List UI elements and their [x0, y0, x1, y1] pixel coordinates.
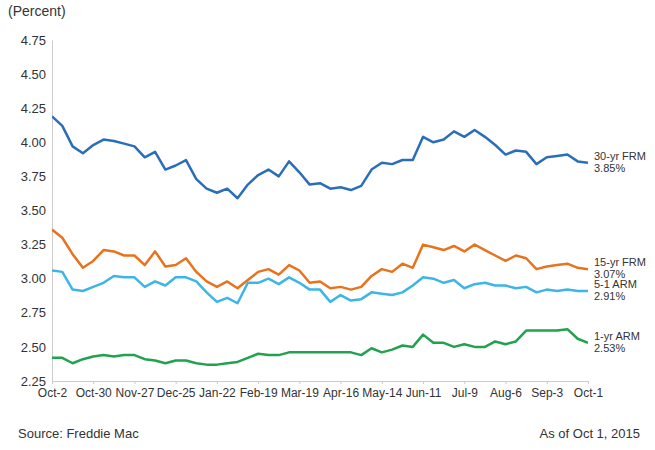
x-tick-label: Apr-16 [323, 386, 359, 400]
x-tick: Oct-2 [38, 381, 68, 400]
as-of: As of Oct 1, 2015 [540, 426, 640, 441]
x-tick: Feb-19 [240, 381, 278, 400]
y-tick: 2.75 [21, 305, 52, 320]
y-tick-label: 4.00 [21, 135, 46, 150]
y-tick-label: 2.75 [21, 305, 46, 320]
x-tick-label: Feb-19 [240, 386, 278, 400]
x-tick: Apr-16 [323, 381, 359, 400]
x-tick-mark [217, 381, 218, 384]
x-tick-label: Oct-1 [574, 386, 604, 400]
x-tick-mark [506, 381, 507, 384]
y-tick: 4.75 [21, 33, 52, 48]
x-tick-label: Mar-19 [281, 386, 319, 400]
series-line [52, 230, 588, 290]
x-tick-label: Sep-3 [531, 386, 563, 400]
y-tick-label: 3.75 [21, 169, 46, 184]
y-tick-label: 4.50 [21, 67, 46, 82]
series-name: 30-yr FRM [594, 150, 646, 162]
x-tick: Mar-19 [281, 381, 319, 400]
x-tick: Oct-30 [76, 381, 112, 400]
y-tick: 2.50 [21, 340, 52, 355]
x-tick-mark [93, 381, 94, 384]
x-tick-mark [176, 381, 177, 384]
x-tick: Dec-25 [157, 381, 196, 400]
x-tick: Sep-3 [531, 381, 563, 400]
end-labels: 30-yr FRM3.85%15-yr FRM3.07%5-1 ARM2.91%… [594, 150, 646, 354]
y-tick: 4.00 [21, 135, 52, 150]
x-tick-label: Jan-22 [199, 386, 236, 400]
y-tick-label: 3.00 [21, 271, 46, 286]
y-tick: 4.25 [21, 101, 52, 116]
value-label: 2.91% [594, 290, 625, 302]
x-axis-line [53, 381, 589, 382]
value-label: 2.53% [594, 342, 625, 354]
x-tick: May-14 [362, 381, 402, 400]
x-tick-mark [134, 381, 135, 384]
x-tick-mark [258, 381, 259, 384]
x-tick-label: Oct-2 [38, 386, 68, 400]
x-tick: Jan-22 [199, 381, 236, 400]
source: Source: Freddie Mac [18, 426, 139, 441]
series-name: 15-yr FRM [594, 256, 646, 268]
x-tick-mark [382, 381, 383, 384]
x-tick-mark [341, 381, 342, 384]
y-tick: 3.75 [21, 169, 52, 184]
y-tick: 4.50 [21, 67, 52, 82]
y-tick: 3.50 [21, 203, 52, 218]
x-axis: Oct-2 Oct-30 Nov-27Dec-25Jan-22 Feb-19Mar-1… [38, 381, 604, 400]
y-axis-title: (Percent) [8, 3, 66, 19]
y-tick-label: 2.50 [21, 340, 46, 355]
x-tick-mark [299, 381, 300, 384]
y-tick-label: 3.50 [21, 203, 46, 218]
y-axis: 2.252.502.753.003.253.503.754.004.254.50… [21, 33, 53, 389]
y-tick: 3.00 [21, 271, 52, 286]
x-tick-label: Nov-27 [116, 386, 155, 400]
series-name: 1-yr ARM [594, 330, 640, 342]
y-tick-label: 4.25 [21, 101, 46, 116]
x-tick-mark [52, 381, 53, 384]
x-tick-label: Aug-6 [490, 386, 522, 400]
x-tick-label: May-14 [362, 386, 402, 400]
x-tick: Nov-27 [116, 381, 155, 400]
series-name: 5-1 ARM [594, 278, 637, 290]
x-tick: Jul-9 [452, 381, 478, 400]
y-tick-label: 3.25 [21, 237, 46, 252]
x-tick-mark [464, 381, 465, 384]
x-tick: Jun-11 [406, 381, 442, 400]
series-line [52, 116, 588, 198]
x-tick-label: Dec-25 [157, 386, 196, 400]
x-tick-mark [547, 381, 548, 384]
x-tick-label: Jun-11 [406, 386, 442, 400]
x-tick-label: Jul-9 [452, 386, 478, 400]
series-line [52, 271, 588, 304]
y-tick-label: 4.75 [21, 33, 46, 48]
y-tick: 3.25 [21, 237, 52, 252]
series-line [52, 329, 588, 364]
x-tick-mark [423, 381, 424, 384]
y-axis-line [52, 41, 53, 382]
x-tick: Aug-6 [490, 381, 522, 400]
x-tick-label: Oct-30 [76, 386, 112, 400]
x-tick-mark [588, 381, 589, 384]
x-tick: Oct-1 [574, 381, 604, 400]
chart: 2.252.502.753.003.253.503.754.004.254.50… [0, 0, 655, 450]
lines [52, 116, 588, 364]
value-label: 3.85% [594, 162, 625, 174]
